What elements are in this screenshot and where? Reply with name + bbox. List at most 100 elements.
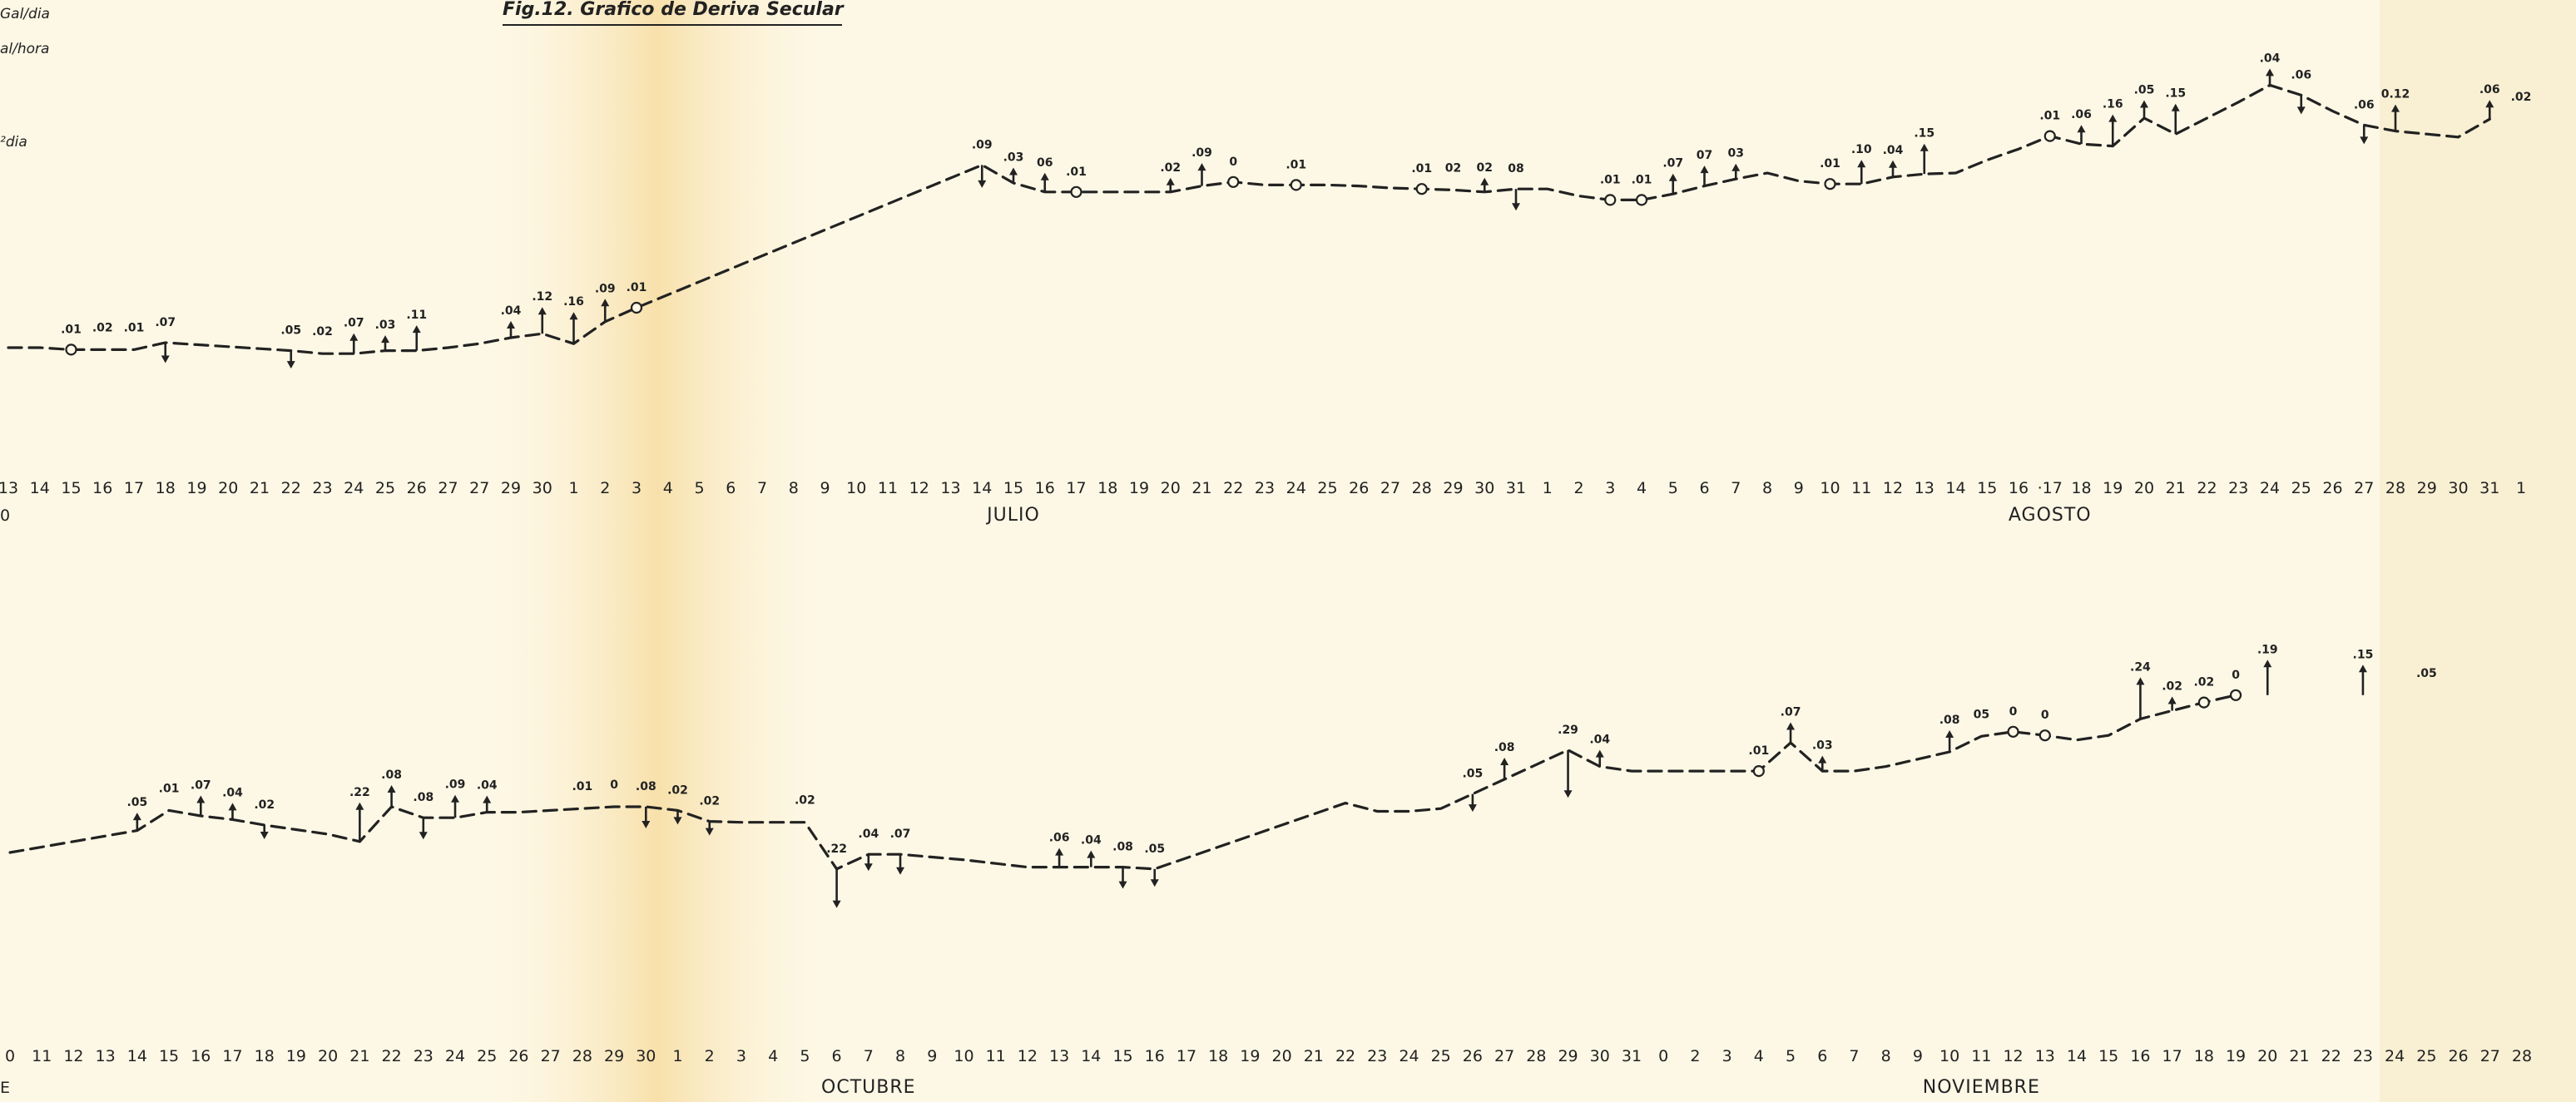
observation-label: .04 [222, 786, 243, 799]
x-tick-label: 10 [1820, 479, 1840, 497]
arrow-up-head [1500, 758, 1509, 765]
x-tick-label: 28 [2512, 1047, 2532, 1065]
x-tick-label: 27 [469, 479, 489, 497]
x-tick-label: 7 [757, 479, 767, 497]
observation-label: .05 [126, 796, 147, 809]
arrow-up-head [1857, 160, 1866, 168]
x-tick-label: 11 [1851, 479, 1871, 497]
observation-label: .02 [92, 321, 113, 334]
observation-label: .10 [1851, 143, 1872, 156]
observation-circle [1604, 194, 1617, 206]
arrow-up-head [1920, 143, 1929, 151]
arrow-up-head [1480, 177, 1489, 185]
observation-label: .15 [2165, 87, 2186, 101]
x-tick-label: 12 [63, 1047, 83, 1065]
arrow-up-head [381, 335, 389, 343]
x-tick-label: 25 [477, 1047, 497, 1065]
arrow-down-head [1468, 804, 1477, 813]
x-tick-label: 21 [2166, 479, 2186, 497]
observation-label: .06 [2071, 108, 2092, 121]
x-tick-label: 23 [414, 1047, 433, 1065]
x-tick-label: 18 [156, 479, 176, 497]
paper-right-shadow [2380, 0, 2576, 1102]
x-tick-label: 20 [1272, 1047, 1292, 1065]
observation-label: .08 [1939, 714, 1960, 727]
x-tick-label: 14 [2067, 1047, 2087, 1065]
x-tick-label: 29 [1558, 1047, 1578, 1065]
observation-label: 06 [1037, 156, 1053, 170]
observation-label: .09 [445, 778, 466, 792]
observation-label: .12 [532, 290, 552, 304]
arrow-up-head [387, 785, 396, 793]
x-tick-label: 24 [2260, 479, 2280, 497]
x-tick-label: 31 [1506, 479, 1526, 497]
edge-label: 0 [0, 507, 10, 525]
arrow-up-head [1040, 172, 1049, 180]
observation-label: .01 [1066, 166, 1087, 179]
x-tick-label: 24 [1399, 1047, 1419, 1065]
x-tick-label: 1 [1543, 479, 1553, 497]
observation-label: .09 [1191, 146, 1212, 160]
x-tick-label: 30 [636, 1047, 656, 1065]
x-tick-label: 19 [2226, 1047, 2246, 1065]
x-tick-label: 14 [1081, 1047, 1101, 1065]
x-tick-label: 28 [2385, 479, 2405, 497]
observation-label: .08 [413, 791, 433, 804]
observation-label: .19 [2257, 643, 2278, 656]
x-tick-label: 15 [61, 479, 81, 497]
arrow-down-head [978, 180, 987, 188]
observation-label: .05 [1144, 843, 1165, 856]
x-tick-label: 12 [1018, 1047, 1038, 1065]
x-tick-label: 24 [2385, 1047, 2405, 1065]
arrow-down-head [2296, 106, 2306, 115]
observation-label: .05 [280, 324, 301, 338]
x-tick-label: 17 [1066, 479, 1086, 497]
observation-label: .02 [699, 795, 720, 808]
x-tick-label: 25 [2291, 479, 2311, 497]
arrow-up-head [2171, 103, 2180, 111]
observation-label: .07 [1781, 706, 1801, 719]
x-tick-label: 16 [1035, 479, 1055, 497]
observation-label: .01 [1411, 162, 1432, 175]
observation-label: .07 [344, 317, 364, 330]
x-tick-label: 7 [1849, 1047, 1859, 1065]
observation-label: .04 [501, 304, 522, 318]
x-tick-label: 25 [1317, 479, 1337, 497]
x-tick-label: 29 [501, 479, 521, 497]
arrow-down-head [832, 900, 841, 908]
x-tick-label: ·17 [2038, 479, 2063, 497]
arrow-up-head [132, 813, 141, 821]
arrow-up-head [2485, 100, 2494, 108]
x-tick-label: 16 [1145, 1047, 1165, 1065]
observation-label: .08 [381, 768, 402, 782]
observation-label: .01 [2039, 110, 2060, 123]
observation-label: .01 [1286, 158, 1306, 171]
observation-circle [65, 343, 77, 356]
x-tick-label: 24 [445, 1047, 465, 1065]
observation-label: .01 [572, 780, 592, 793]
x-tick-label: 3 [1605, 479, 1615, 497]
x-tick-label: 20 [1161, 479, 1181, 497]
x-tick-label: 15 [159, 1047, 179, 1065]
x-tick-label: 24 [344, 479, 364, 497]
x-tick-label: 14 [972, 479, 992, 497]
x-tick-label: 4 [663, 479, 673, 497]
observation-label: .07 [1662, 157, 1683, 170]
x-tick-label: 4 [1637, 479, 1647, 497]
observation-label: .06 [2291, 68, 2311, 82]
month-label: AGOSTO [2009, 505, 2092, 526]
top-panel: 13 14 15 16 17 18 19 20 21 22 23 24 25 26 27 27 29 30 1 2 3 4… [0, 52, 2531, 526]
observation-circle [2007, 725, 2019, 738]
x-tick-label: 6 [832, 1047, 842, 1065]
x-tick-label: 2 [1573, 479, 1583, 497]
observation-label: .06 [1049, 832, 1070, 845]
observation-label: .03 [375, 319, 396, 332]
x-tick-label: 9 [927, 1047, 937, 1065]
x-tick-label: 29 [604, 1047, 624, 1065]
x-tick-label: 23 [1367, 1047, 1387, 1065]
arrow-up-head [1818, 755, 1827, 763]
observation-circle [1635, 194, 1648, 206]
arrow-up-head [601, 299, 610, 307]
arrow-down-head [705, 828, 714, 836]
x-tick-label: 26 [1349, 479, 1369, 497]
